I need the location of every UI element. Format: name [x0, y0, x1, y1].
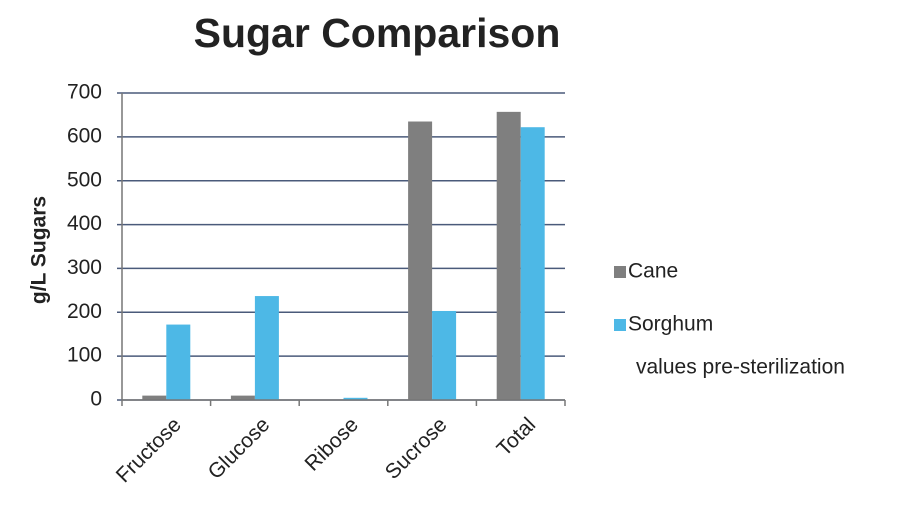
x-tick-label: Ribose [300, 413, 362, 475]
x-tick-label: Fructose [112, 413, 186, 487]
bar [230, 395, 255, 400]
bar [520, 127, 545, 401]
y-tick-label: 600 [67, 124, 102, 147]
bar [142, 395, 167, 400]
y-tick-label: 200 [67, 300, 102, 323]
legend-label: Sorghum [628, 313, 713, 336]
bar [166, 324, 191, 400]
y-axis-label: g/L Sugars [28, 196, 51, 304]
y-tick-label: 700 [67, 81, 102, 104]
y-tick-label: 300 [67, 256, 102, 279]
chart-title: Sugar Comparison [194, 10, 561, 56]
legend-swatch [614, 266, 626, 278]
x-tick-label: Total [493, 413, 541, 461]
bar [432, 310, 457, 400]
bar [496, 111, 521, 400]
y-tick-label: 500 [67, 168, 102, 191]
bar [254, 296, 279, 400]
x-tick-label: Sucrose [381, 413, 452, 484]
bar [408, 121, 433, 400]
legend-swatch [614, 319, 626, 331]
y-tick-label: 100 [67, 344, 102, 367]
y-tick-label: 0 [90, 388, 102, 411]
annotation: values pre-sterilization [636, 356, 845, 379]
x-tick-label: Glucose [204, 413, 275, 484]
bar [343, 397, 368, 400]
legend-label: Cane [628, 260, 678, 283]
y-tick-label: 400 [67, 212, 102, 235]
